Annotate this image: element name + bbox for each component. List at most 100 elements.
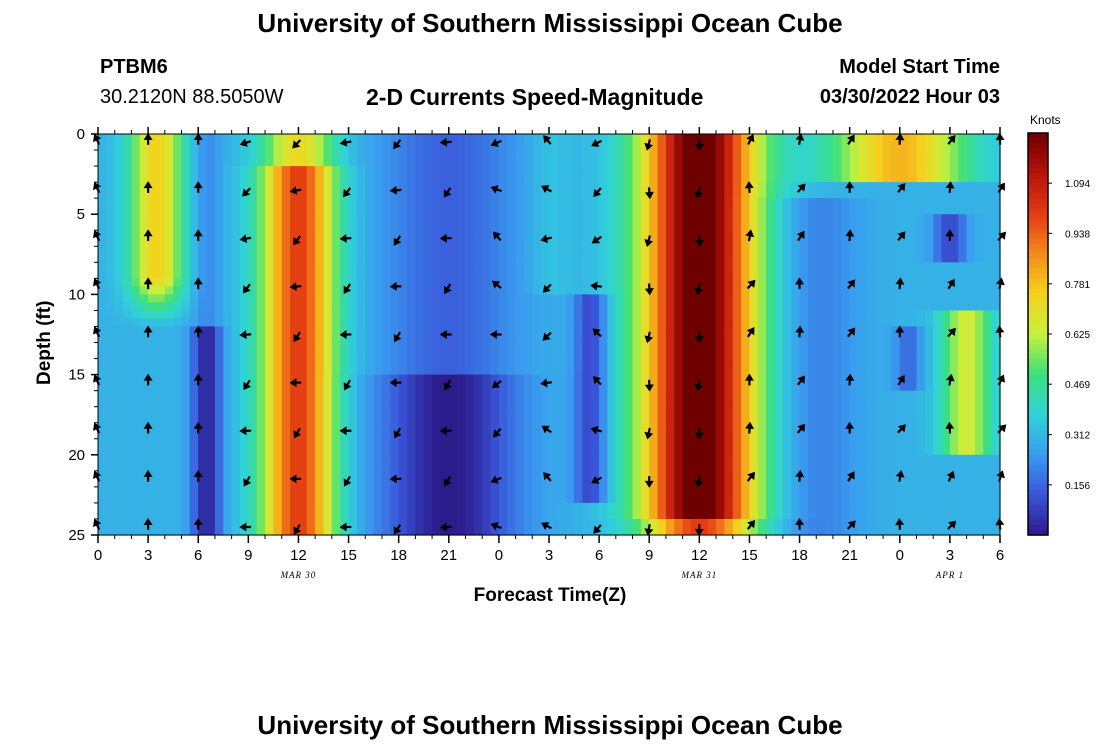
heatmap-cell	[156, 310, 166, 320]
heatmap-cell	[248, 190, 258, 199]
heatmap-cell	[214, 142, 224, 151]
heatmap-cell	[549, 142, 558, 151]
heatmap-cell	[465, 470, 475, 480]
heatmap-cell	[323, 494, 333, 504]
heatmap-cell	[732, 510, 742, 520]
heatmap-cell	[741, 486, 751, 496]
heatmap-cell	[139, 390, 149, 400]
heatmap-cell	[306, 166, 316, 175]
heatmap-cell	[757, 302, 767, 312]
heatmap-cell	[290, 270, 300, 279]
heatmap-cell	[398, 310, 408, 320]
heatmap-cell	[356, 198, 366, 207]
heatmap-cell	[390, 470, 400, 480]
heatmap-cell	[507, 470, 517, 480]
heatmap-cell	[682, 150, 692, 159]
heatmap-cell	[432, 510, 442, 520]
heatmap-cell	[173, 182, 183, 191]
heatmap-cell	[281, 446, 291, 456]
heatmap-cell	[290, 518, 300, 528]
heatmap-cell	[415, 462, 425, 472]
heatmap-cell	[716, 262, 725, 271]
heatmap-cell	[832, 318, 842, 328]
heatmap-cell	[373, 302, 383, 312]
heatmap-cell	[239, 310, 249, 320]
heatmap-cell	[507, 294, 517, 304]
heatmap-cell	[164, 134, 174, 143]
heatmap-cell	[866, 134, 876, 143]
heatmap-cell	[206, 358, 216, 368]
heatmap-cell	[507, 182, 517, 191]
heatmap-cell	[640, 526, 650, 536]
heatmap-cell	[716, 462, 725, 472]
heatmap-cell	[749, 246, 759, 255]
heatmap-cell	[774, 398, 784, 408]
heatmap-cell	[323, 174, 333, 183]
heatmap-cell	[908, 190, 918, 199]
heatmap-cell	[732, 166, 742, 175]
heatmap-cell	[799, 382, 809, 392]
heatmap-cell	[832, 478, 842, 488]
heatmap-cell	[473, 374, 483, 384]
heatmap-cell	[498, 302, 508, 312]
heatmap-cell	[791, 190, 801, 199]
heatmap-cell	[582, 230, 592, 239]
heatmap-cell	[640, 358, 650, 368]
heatmap-cell	[615, 430, 625, 440]
heatmap-cell	[607, 222, 617, 231]
heatmap-cell	[265, 190, 274, 199]
heatmap-cell	[632, 526, 642, 536]
heatmap-cell	[757, 142, 767, 151]
heatmap-cell	[457, 454, 467, 464]
heatmap-cell	[791, 358, 801, 368]
heatmap-cell	[807, 358, 817, 368]
heatmap-cell	[557, 398, 567, 408]
heatmap-cell	[707, 422, 717, 432]
heatmap-cell	[331, 510, 341, 520]
heatmap-cell	[164, 238, 174, 247]
heatmap-cell	[891, 238, 901, 247]
heatmap-cell	[540, 398, 550, 408]
heatmap-cell	[315, 278, 325, 287]
heatmap-cell	[490, 526, 500, 536]
heatmap-cell	[148, 166, 158, 175]
heatmap-cell	[214, 438, 224, 448]
heatmap-cell	[849, 142, 859, 151]
heatmap-cell	[682, 510, 692, 520]
heatmap-cell	[298, 230, 308, 239]
heatmap-cell	[657, 398, 667, 408]
heatmap-cell	[816, 318, 826, 328]
heatmap-cell	[540, 174, 550, 183]
heatmap-cell	[365, 438, 375, 448]
heatmap-cell	[148, 462, 158, 472]
heatmap-cell	[373, 198, 383, 207]
heatmap-cell	[114, 334, 124, 344]
heatmap-cell	[298, 270, 308, 279]
heatmap-cell	[682, 350, 692, 360]
heatmap-cell	[407, 462, 416, 472]
heatmap-cell	[365, 166, 375, 175]
heatmap-cell	[841, 406, 851, 416]
heatmap-cell	[523, 174, 533, 183]
heatmap-cell	[757, 270, 767, 279]
heatmap-cell	[816, 374, 826, 384]
heatmap-cell	[331, 342, 341, 352]
heatmap-cell	[148, 382, 158, 392]
heatmap-cell	[874, 294, 884, 304]
heatmap-cell	[916, 262, 926, 271]
heatmap-cell	[356, 366, 366, 376]
heatmap-cell	[457, 334, 467, 344]
heatmap-cell	[415, 390, 425, 400]
heatmap-cell	[791, 422, 801, 432]
heatmap-cell	[816, 246, 826, 255]
heatmap-cell	[565, 526, 575, 536]
heatmap-cell	[256, 310, 266, 320]
heatmap-cell	[432, 526, 442, 536]
heatmap-cell	[507, 230, 517, 239]
heatmap-cell	[356, 414, 366, 424]
heatmap-cell	[214, 270, 224, 279]
heatmap-cell	[356, 358, 366, 368]
heatmap-cell	[223, 350, 233, 360]
heatmap-cell	[214, 166, 224, 175]
heatmap-cell	[131, 470, 141, 480]
